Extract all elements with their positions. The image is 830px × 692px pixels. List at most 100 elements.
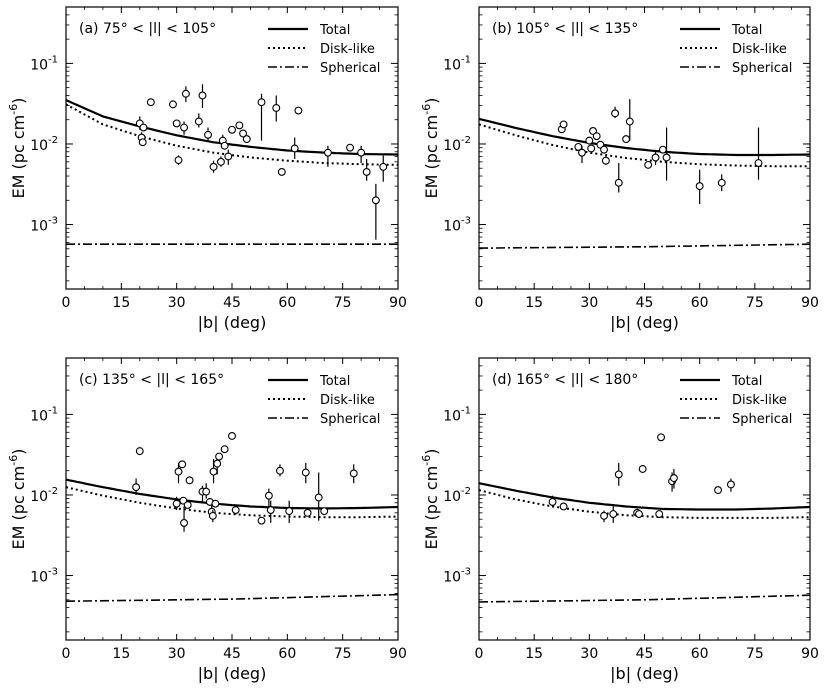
data-point (172, 119, 181, 128)
data-point (185, 476, 194, 485)
data-point (644, 160, 653, 169)
data-point (276, 466, 284, 475)
curves (479, 117, 810, 249)
data-point (242, 135, 251, 144)
curve-spherical (479, 594, 810, 603)
data-point (611, 109, 620, 118)
data-point (714, 486, 723, 495)
data-point (198, 91, 207, 100)
legend-label-spherical: Spherical (320, 61, 380, 76)
panel-a: 0 15 30 45 60 75 90 10-3 10-2 10-1 (a) 75° < |l| <… (7, 6, 407, 332)
y-tick-label: 10-1 (30, 405, 58, 424)
legend-label-total: Total (731, 374, 762, 389)
y-tick-label: 10-3 (30, 567, 58, 586)
x-tick-label: 90 (801, 295, 819, 311)
x-tick-label: 90 (389, 295, 407, 311)
x-tick-label: 15 (525, 646, 543, 662)
y-tick-label: 10-1 (443, 54, 471, 73)
data-point (559, 120, 568, 129)
data-point (224, 152, 233, 161)
data-point (202, 487, 211, 496)
legend-label-spherical: Spherical (732, 412, 792, 427)
data-point (601, 156, 610, 165)
curve-spherical (66, 593, 398, 602)
data-point (655, 510, 664, 518)
data-point (662, 153, 671, 162)
legend-label-disk-like: Disk-like (732, 393, 787, 408)
curve-disk-like (479, 123, 810, 168)
data-point (726, 480, 735, 489)
data-point (277, 167, 286, 176)
data-point (213, 459, 222, 468)
data-point (231, 506, 240, 514)
panel-title: (a) 75° < |l| < 105° (79, 21, 216, 37)
curves (66, 478, 398, 602)
x-tick-label: 0 (475, 295, 484, 311)
data-point (585, 136, 594, 145)
data-point (139, 123, 148, 132)
data-point (266, 506, 275, 514)
panel-d: 0 15 30 45 60 75 90 10-3 10-2 10-1 (d) 165° < |l| … (420, 357, 819, 683)
data-point (138, 138, 147, 147)
data-point (635, 510, 643, 518)
data-point (622, 135, 631, 144)
x-tick-label: 45 (636, 295, 654, 311)
data-point (181, 89, 190, 98)
data-point (357, 148, 366, 157)
data-point (657, 433, 665, 442)
legend-label-spherical: Spherical (732, 61, 792, 76)
data-point (264, 491, 273, 500)
legend-label-disk-like: Disk-like (320, 42, 375, 57)
data-point (638, 465, 647, 473)
x-axis-label: |b| (deg) (610, 313, 679, 332)
curve-disk-like (66, 103, 398, 166)
data-point (614, 178, 623, 187)
y-tick-label: 10-2 (443, 486, 471, 505)
data-point (589, 127, 597, 135)
data-point (294, 106, 303, 115)
curve-total (479, 482, 810, 511)
data-points (548, 433, 735, 523)
x-tick-label: 45 (223, 295, 241, 311)
data-point (600, 511, 608, 520)
data-point (220, 141, 229, 150)
y-axis-label: EM (pc cm-6) (7, 98, 28, 199)
x-tick-label: 15 (112, 295, 130, 311)
data-point (239, 129, 248, 138)
x-axis-label: |b| (deg) (610, 664, 679, 683)
data-point (194, 117, 203, 126)
x-tick-label: 0 (475, 646, 484, 662)
curves (66, 99, 398, 245)
data-point (314, 493, 323, 502)
panel-title: (c) 135° < |l| < 165° (79, 372, 224, 388)
x-tick-label: 30 (168, 646, 186, 662)
legend-label-total: Total (319, 23, 350, 38)
x-axis-label: |b| (deg) (198, 313, 267, 332)
x-tick-label: 0 (62, 646, 71, 662)
data-point (216, 157, 225, 166)
data-point (169, 100, 177, 109)
panel-title: (b) 105° < |l| < 135° (492, 21, 638, 37)
y-axis-label: EM (pc cm-6) (420, 98, 441, 199)
data-point (209, 162, 218, 171)
data-point (220, 445, 229, 454)
legend-label-total: Total (731, 23, 762, 38)
data-point (215, 452, 224, 461)
data-point (658, 145, 667, 154)
panel-title: (d) 165° < |l| < 180° (492, 372, 638, 388)
curve-total (66, 99, 398, 156)
curves (479, 482, 810, 603)
x-tick-label: 15 (525, 295, 543, 311)
x-tick-label: 60 (278, 646, 296, 662)
data-point (695, 182, 704, 191)
data-point (285, 507, 294, 516)
y-tick-label: 10-3 (443, 216, 471, 235)
data-point (183, 501, 192, 509)
data-point (625, 117, 634, 126)
x-tick-label: 90 (389, 646, 407, 662)
curve-disk-like (479, 489, 810, 519)
y-tick-label: 10-2 (30, 135, 58, 154)
x-tick-label: 30 (580, 295, 598, 311)
data-points (135, 84, 388, 240)
